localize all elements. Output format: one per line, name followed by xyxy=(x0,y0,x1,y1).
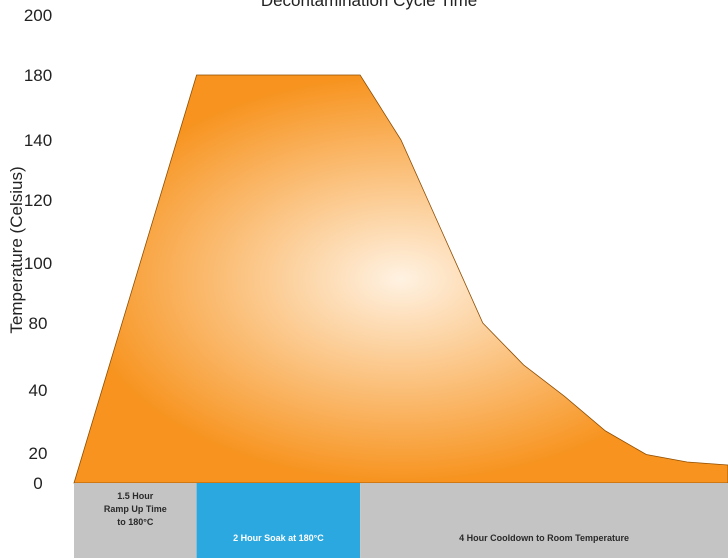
y-tick-label: 80 xyxy=(29,314,48,333)
y-axis-ticks: 0 20 40 80 100 120 140 180 200 xyxy=(24,6,52,493)
phase-label: Ramp Up Time xyxy=(104,504,167,514)
phase-band xyxy=(196,483,361,558)
y-tick-label: 200 xyxy=(24,6,52,25)
y-tick-label: 40 xyxy=(29,381,48,400)
y-tick-label: 180 xyxy=(24,66,52,85)
y-tick-label: 140 xyxy=(24,131,52,150)
y-tick-label: 0 xyxy=(33,474,42,493)
chart-title: Decontamination Cycle Time xyxy=(261,0,477,10)
y-tick-label: 20 xyxy=(29,444,48,463)
phase-label: 4 Hour Cooldown to Room Temperature xyxy=(459,533,629,543)
phase-label: 2 Hour Soak at 180°C xyxy=(233,533,324,543)
temperature-area-layer xyxy=(73,74,728,484)
y-tick-label: 120 xyxy=(24,191,52,210)
phase-band xyxy=(74,483,197,558)
y-tick-label: 100 xyxy=(24,254,52,273)
y-axis-label: Temperature (Celsius) xyxy=(7,166,26,333)
phase-band xyxy=(360,483,728,558)
phase-label: 1.5 Hour xyxy=(117,491,154,501)
phase-label: to 180°C xyxy=(117,517,154,527)
temperature-area xyxy=(73,74,728,484)
phase-bands: 1.5 Hour Ramp Up Time to 180°C 2 Hour Soak … xyxy=(74,483,728,558)
